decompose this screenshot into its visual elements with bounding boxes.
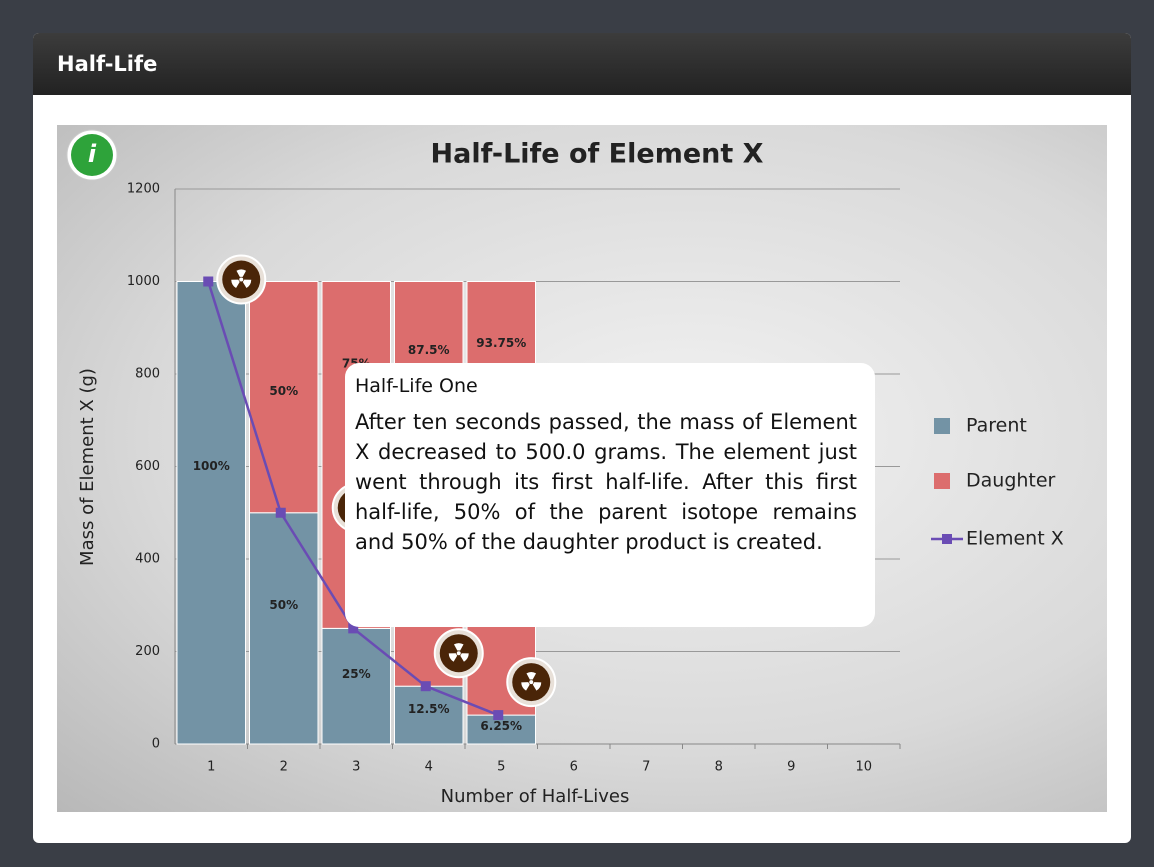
icon-center	[456, 651, 461, 656]
line-marker	[275, 507, 286, 518]
radiation-icon	[216, 254, 267, 305]
legend-label: Daughter	[966, 470, 1056, 492]
y-tick-label: 600	[135, 459, 160, 474]
radiation-icon	[506, 657, 557, 708]
icon-blade	[526, 672, 537, 680]
line-marker	[203, 276, 214, 287]
legend-label: Parent	[966, 415, 1027, 437]
value-label: 87.5%	[408, 343, 450, 357]
icon-blade	[460, 653, 469, 662]
icon-blade	[242, 279, 252, 289]
value-label: 50%	[269, 598, 298, 612]
popup-title: Half-Life One	[355, 375, 478, 397]
x-tick-label: 10	[855, 760, 872, 775]
bar-segment	[321, 627, 391, 745]
radiation-icon	[433, 628, 484, 679]
y-tick-label: 1200	[127, 182, 160, 197]
icon-blade	[453, 643, 464, 651]
icon-blade	[532, 682, 542, 691]
x-tick-label: 3	[352, 760, 360, 775]
x-tick-label: 2	[280, 760, 288, 775]
value-label: 100%	[193, 459, 230, 473]
value-label: 25%	[342, 667, 371, 681]
x-tick-label: 4	[425, 760, 433, 775]
y-tick-label: 1000	[127, 274, 160, 289]
x-tick-label: 9	[787, 760, 795, 775]
value-label: 12.5%	[408, 702, 450, 716]
icon-blade	[448, 653, 458, 662]
line-marker	[348, 623, 359, 634]
chart-title: Half-Life of Element X	[431, 139, 764, 170]
value-label: 6.25%	[480, 719, 522, 733]
legend-swatch	[934, 418, 950, 434]
legend-marker	[942, 534, 952, 544]
x-tick-label: 1	[207, 760, 215, 775]
bar-segment	[249, 281, 319, 514]
y-tick-label: 800	[135, 367, 160, 382]
line-marker	[420, 681, 431, 692]
icon-center	[239, 277, 244, 282]
popup: Half-Life One After ten seconds passed, …	[345, 363, 875, 627]
y-axis-label: Mass of Element X (g)	[77, 368, 98, 566]
y-tick-label: 200	[135, 644, 160, 659]
value-label: 50%	[269, 384, 298, 398]
value-label: 93.75%	[476, 336, 526, 350]
window-title: Half-Life	[33, 33, 1131, 95]
line-marker	[493, 710, 504, 721]
x-tick-label: 7	[642, 760, 650, 775]
icon-blade	[236, 269, 247, 277]
icon-blade	[231, 279, 240, 289]
popup-text: After ten seconds passed, the mass of El…	[355, 410, 857, 554]
x-tick-label: 6	[570, 760, 578, 775]
info-button[interactable]: i	[66, 129, 118, 181]
x-tick-label: 8	[715, 760, 723, 775]
icon-center	[529, 680, 534, 685]
y-tick-label: 400	[135, 552, 160, 567]
legend-label: Element X	[966, 528, 1064, 550]
svg-text:i: i	[88, 140, 97, 168]
bar-segment	[176, 281, 246, 745]
y-tick-label: 0	[152, 737, 160, 752]
icon-blade	[521, 682, 530, 691]
x-axis-label: Number of Half-Lives	[441, 786, 630, 807]
x-tick-label: 5	[497, 760, 505, 775]
legend-swatch	[934, 473, 950, 489]
bar-segment	[249, 512, 319, 745]
